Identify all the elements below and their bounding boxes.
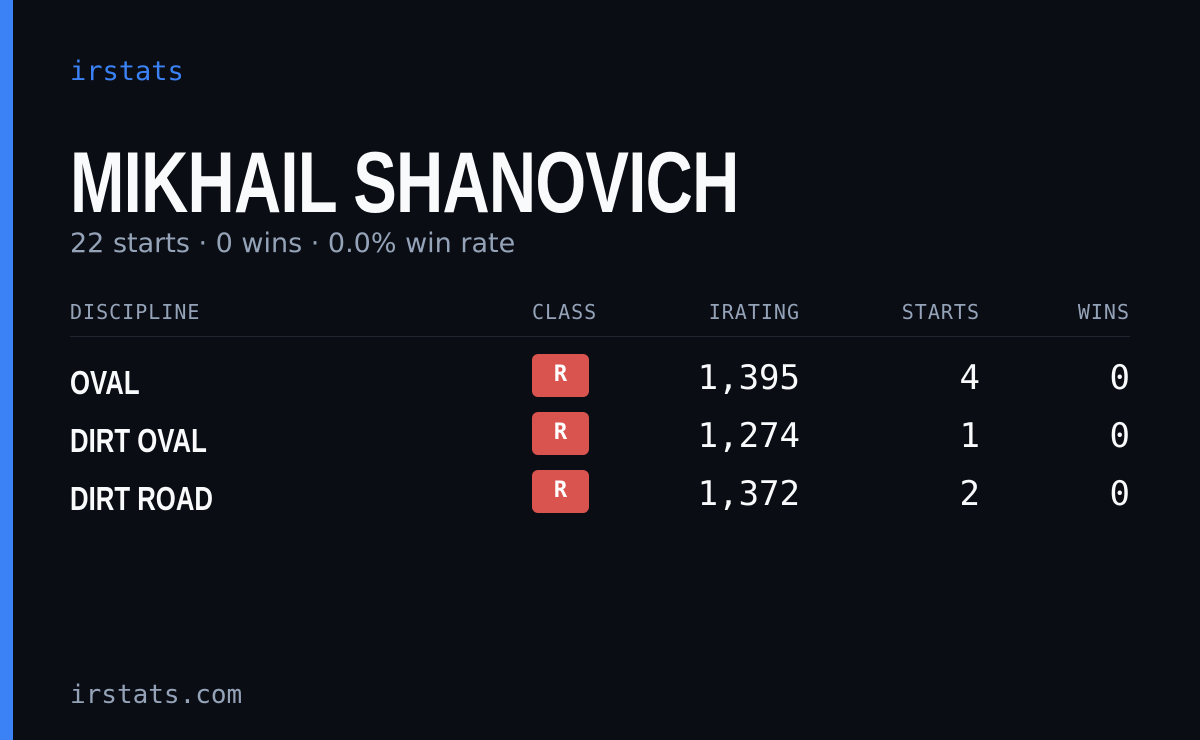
irating-value: 1,274	[697, 416, 800, 456]
discipline-name: DIRT OVAL	[70, 422, 207, 459]
discipline-name: OVAL	[70, 364, 140, 401]
irating-value: 1,395	[697, 358, 800, 398]
header-rule	[70, 336, 1130, 337]
footer: irstats.com	[70, 680, 243, 710]
wins-value: 0	[1109, 474, 1130, 514]
accent-bar	[0, 0, 13, 740]
class-badge: R	[532, 470, 589, 513]
starts-value: 2	[959, 474, 980, 514]
column-header: DISCIPLINE	[70, 300, 201, 324]
starts-value: 1	[959, 416, 980, 456]
irating-value: 1,372	[697, 474, 800, 514]
driver-name: MIKHAIL SHANOVICH	[70, 135, 739, 231]
starts-value: 4	[959, 358, 980, 398]
column-header: STARTS	[901, 300, 980, 324]
column-header: CLASS	[532, 300, 598, 324]
class-badge: R	[532, 354, 589, 397]
wins-value: 0	[1109, 358, 1130, 398]
class-badge: R	[532, 412, 589, 455]
wins-value: 0	[1109, 416, 1130, 456]
brand: irstats	[70, 56, 184, 87]
discipline-name: DIRT ROAD	[70, 480, 213, 517]
column-header: WINS	[1077, 300, 1130, 324]
column-header: IRATING	[708, 300, 800, 324]
driver-summary: 22 starts · 0 wins · 0.0% win rate	[70, 228, 516, 259]
